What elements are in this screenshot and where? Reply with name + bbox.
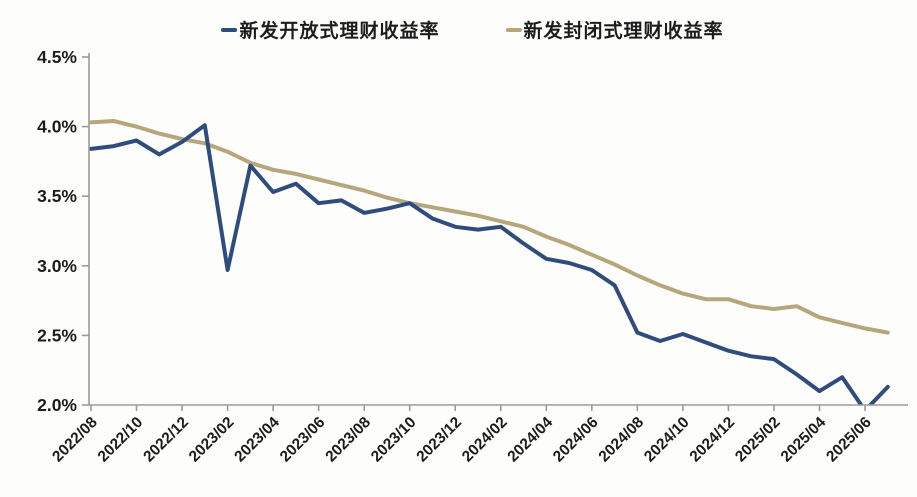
x-tick-label: 2023/10 xyxy=(368,414,420,466)
x-tick-label: 2024/10 xyxy=(641,414,693,466)
x-tick-label: 2025/04 xyxy=(778,414,830,466)
x-tick-label: 2024/04 xyxy=(504,414,556,466)
x-tick-label: 2023/12 xyxy=(413,414,465,466)
legend-marker-open xyxy=(221,27,238,32)
y-tick-label: 3.5% xyxy=(37,186,77,206)
y-tick-label: 3.0% xyxy=(37,256,77,276)
series-group xyxy=(89,119,890,405)
x-tick-label: 2025/06 xyxy=(823,414,875,466)
x-tick-label: 2024/12 xyxy=(687,414,739,466)
legend-label-open: 新发开放式理财收益率 xyxy=(239,21,440,42)
y-tick-label: 4.0% xyxy=(37,117,77,137)
x-tick-label: 2023/04 xyxy=(231,414,283,466)
legend-label-closed: 新发封闭式理财收益率 xyxy=(523,21,724,42)
x-tick-label: 2024/06 xyxy=(550,414,602,466)
legend-marker-closed xyxy=(505,27,522,32)
x-tick-label: 2024/02 xyxy=(459,414,511,466)
x-tick-label: 2022/08 xyxy=(49,414,101,466)
series-line-open xyxy=(89,123,890,405)
y-tick-label: 2.5% xyxy=(37,325,77,345)
y-tick-label: 4.5% xyxy=(37,47,77,67)
x-tick-label: 2023/08 xyxy=(322,414,374,466)
x-tick-label: 2023/06 xyxy=(277,414,329,466)
x-tick-label: 2022/12 xyxy=(140,414,192,466)
legend: 新发开放式理财收益率 新发封闭式理财收益率 xyxy=(0,16,917,43)
axes xyxy=(82,53,908,411)
series-line-closed xyxy=(89,119,890,335)
x-tick-label: 2023/02 xyxy=(186,414,238,466)
legend-item-open: 新发开放式理财收益率 xyxy=(221,16,439,43)
x-tick-label: 2024/08 xyxy=(596,414,648,466)
x-tick-label: 2025/02 xyxy=(732,414,784,466)
x-tick-label: 2022/10 xyxy=(95,414,147,466)
legend-item-closed: 新发封闭式理财收益率 xyxy=(505,16,724,43)
y-tick-label: 2.0% xyxy=(37,395,77,415)
